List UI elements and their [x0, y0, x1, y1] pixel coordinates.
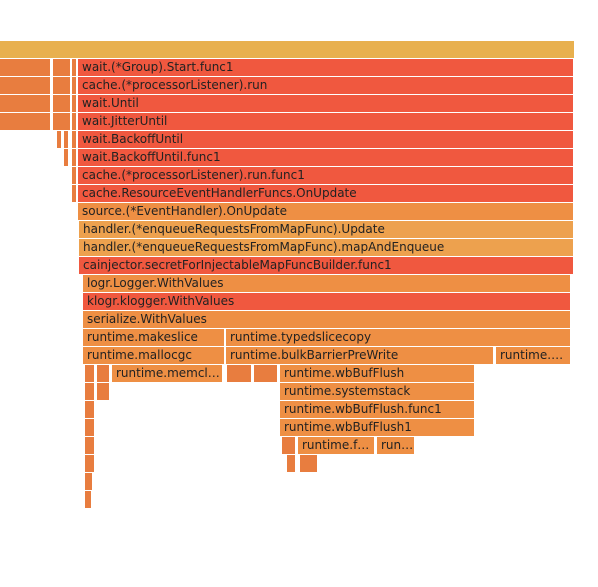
flame-frame[interactable]: [254, 365, 278, 382]
flame-frame[interactable]: [0, 77, 51, 94]
flame-frame-label: handler.(*enqueueRequestsFromMapFunc).Up…: [83, 222, 385, 236]
flame-frame[interactable]: [85, 491, 92, 508]
flame-frame[interactable]: [0, 41, 575, 58]
flame-frame[interactable]: serialize.WithValues: [83, 311, 571, 328]
flame-frame-label: runtime.systemstack: [284, 384, 411, 398]
flame-frame[interactable]: [85, 437, 95, 454]
flame-frame[interactable]: wait.(*Group).Start.func1: [78, 59, 574, 76]
flame-frame[interactable]: [282, 437, 296, 454]
flame-frame-label: source.(*EventHandler).OnUpdate: [82, 204, 287, 218]
flame-frame[interactable]: [72, 131, 77, 148]
flame-frame[interactable]: runtime.typedslicecopy: [226, 329, 571, 346]
flame-frame-label: klogr.klogger.WithValues: [87, 294, 235, 308]
flame-frame[interactable]: [85, 365, 95, 382]
flame-frame[interactable]: [72, 167, 77, 184]
flame-frame[interactable]: klogr.klogger.WithValues: [83, 293, 571, 310]
flame-frame[interactable]: wait.Until: [78, 95, 574, 112]
flame-frame[interactable]: [97, 383, 110, 400]
flame-frame[interactable]: wait.BackoffUntil.func1: [78, 149, 574, 166]
flame-frame[interactable]: logr.Logger.WithValues: [83, 275, 571, 292]
flame-frame-label: runtime.wbBufFlush: [284, 366, 405, 380]
flame-frame-label: runtime.…: [500, 348, 564, 362]
flame-frame[interactable]: [287, 455, 296, 472]
flame-frame-label: runtime.memcl…: [116, 366, 220, 380]
flame-frame[interactable]: runtime.bulkBarrierPreWrite: [226, 347, 494, 364]
flame-frame-label: runtime.wbBufFlush1: [284, 420, 412, 434]
flame-frame[interactable]: runtime.systemstack: [280, 383, 475, 400]
flame-frame-label: runtime.typedslicecopy: [230, 330, 372, 344]
flame-frame[interactable]: [72, 185, 77, 202]
flame-frame[interactable]: handler.(*enqueueRequestsFromMapFunc).ma…: [79, 239, 574, 256]
flame-frame-label: wait.Until: [82, 96, 139, 110]
flame-frame[interactable]: runtime.…: [496, 347, 571, 364]
flame-frame-label: runtime.mallocgc: [87, 348, 192, 362]
flame-frame[interactable]: [64, 149, 69, 166]
flame-frame-label: runtime.bulkBarrierPreWrite: [230, 348, 399, 362]
flame-frame[interactable]: [85, 473, 93, 490]
flame-frame[interactable]: [53, 113, 71, 130]
flame-frame[interactable]: runtime.wbBufFlush: [280, 365, 475, 382]
flame-frame[interactable]: [53, 95, 71, 112]
flame-frame[interactable]: runtime.mallocgc: [83, 347, 225, 364]
flame-frame[interactable]: runtime.makeslice: [83, 329, 225, 346]
flame-frame[interactable]: runtime.memcl…: [112, 365, 223, 382]
flame-frame[interactable]: [57, 131, 62, 148]
flame-frame[interactable]: source.(*EventHandler).OnUpdate: [78, 203, 574, 220]
flame-frame[interactable]: [72, 149, 77, 166]
flame-frame-label: logr.Logger.WithValues: [87, 276, 224, 290]
flame-frame-label: wait.JitterUntil: [82, 114, 168, 128]
flame-frame-label: wait.BackoffUntil.func1: [82, 150, 221, 164]
flame-frame[interactable]: wait.JitterUntil: [78, 113, 574, 130]
flame-frame-label: runtime.makeslice: [87, 330, 198, 344]
flame-frame-label: cache.(*processorListener).run: [82, 78, 268, 92]
flame-frame[interactable]: runtime.wbBufFlush.func1: [280, 401, 475, 418]
flame-frame-label: cache.(*processorListener).run.func1: [82, 168, 305, 182]
flame-frame[interactable]: [72, 113, 77, 130]
flame-frame[interactable]: [85, 383, 95, 400]
flame-frame[interactable]: [72, 77, 77, 94]
flame-frame[interactable]: [64, 131, 69, 148]
flame-frame-label: handler.(*enqueueRequestsFromMapFunc).ma…: [83, 240, 445, 254]
flame-frame[interactable]: [85, 419, 95, 436]
flame-frame[interactable]: [0, 113, 51, 130]
flame-frame-label: cainjector.secretForInjectableMapFuncBui…: [83, 258, 392, 272]
flame-frame-label: wait.BackoffUntil: [82, 132, 184, 146]
flame-frame[interactable]: [72, 95, 77, 112]
flame-frame[interactable]: [300, 455, 318, 472]
flame-frame-label: runtime.wbBufFlush.func1: [284, 402, 442, 416]
flame-frame[interactable]: [0, 59, 51, 76]
flame-frame[interactable]: cache.(*processorListener).run: [78, 77, 574, 94]
flame-frame-label: wait.(*Group).Start.func1: [82, 60, 234, 74]
flame-frame-label: runtime.f…: [302, 438, 370, 452]
flame-frame[interactable]: [53, 77, 71, 94]
flame-frame[interactable]: cache.ResourceEventHandlerFuncs.OnUpdate: [78, 185, 574, 202]
flame-frame[interactable]: [97, 365, 110, 382]
flame-frame[interactable]: [72, 59, 77, 76]
flame-frame[interactable]: run…: [377, 437, 415, 454]
flame-frame[interactable]: [0, 95, 51, 112]
flame-frame[interactable]: [85, 401, 95, 418]
flame-frame[interactable]: cache.(*processorListener).run.func1: [78, 167, 574, 184]
flame-frame[interactable]: cainjector.secretForInjectableMapFuncBui…: [79, 257, 574, 274]
flame-frame-label: serialize.WithValues: [87, 312, 207, 326]
flame-frame[interactable]: runtime.wbBufFlush1: [280, 419, 475, 436]
flame-frame[interactable]: [227, 365, 252, 382]
flame-frame-label: cache.ResourceEventHandlerFuncs.OnUpdate: [82, 186, 357, 200]
flame-frame[interactable]: [85, 455, 95, 472]
flame-frame[interactable]: handler.(*enqueueRequestsFromMapFunc).Up…: [79, 221, 574, 238]
flame-frame[interactable]: wait.BackoffUntil: [78, 131, 574, 148]
flame-frame-label: run…: [381, 438, 414, 452]
flame-frame[interactable]: [53, 59, 71, 76]
flame-frame[interactable]: runtime.f…: [298, 437, 375, 454]
